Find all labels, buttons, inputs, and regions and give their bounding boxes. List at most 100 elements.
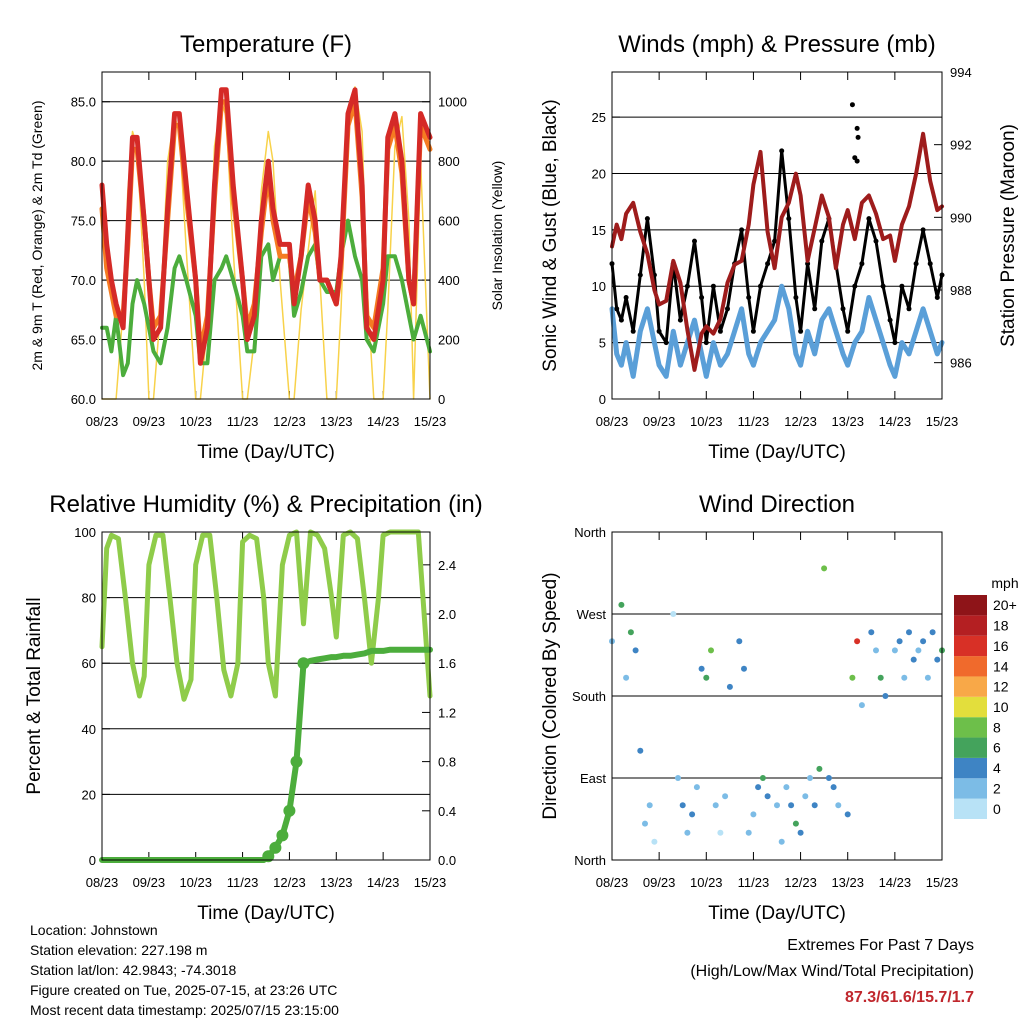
direction-point: [802, 793, 809, 800]
x-axis-label: Time (Day/UTC): [197, 442, 335, 463]
x-tick-label: 09/23: [643, 875, 676, 890]
direction-point: [774, 802, 780, 809]
y-right-tick-label: 400: [438, 273, 460, 288]
x-tick-label: 08/23: [596, 414, 629, 429]
created-text: Figure created on Tue, 2025-07-15, at 23…: [30, 982, 338, 998]
y-right-tick-label: 992: [950, 138, 972, 153]
colorbar-label: 6: [993, 740, 1001, 756]
y-right-tick-label: 0.4: [438, 804, 456, 819]
y-right-tick-label: 600: [438, 214, 460, 229]
colorbar-label: 12: [993, 679, 1009, 695]
x-tick-label: 14/23: [367, 875, 400, 890]
gust-point: [819, 238, 825, 244]
gust-point: [663, 340, 669, 346]
series-pressure: [610, 131, 944, 372]
y-right-tick-label: 990: [950, 210, 972, 225]
direction-point: [703, 674, 710, 681]
rainfall-point: [283, 804, 296, 817]
x-tick-label: 10/23: [179, 414, 212, 429]
direction-point: [689, 811, 696, 818]
y-axis-label: Sonic Wind & Gust (Blue, Black): [540, 99, 561, 371]
x-tick-label: 15/23: [414, 875, 447, 890]
x-tick-label: 12/23: [784, 875, 817, 890]
gust-point: [866, 216, 872, 222]
gust-point: [684, 283, 690, 289]
gust-point: [934, 295, 940, 300]
location-text: Location: Johnstown: [30, 922, 158, 938]
gust-point: [859, 261, 865, 267]
y-tick-label: 25: [592, 110, 606, 125]
gust-point: [699, 295, 705, 300]
y-right-tick-label: 1.6: [438, 656, 456, 671]
gust-point: [880, 283, 886, 289]
x-tick-label: 15/23: [926, 414, 959, 429]
y-right-tick-label: 986: [950, 356, 972, 371]
x-tick-label: 13/23: [320, 414, 353, 429]
x-tick-label: 12/23: [273, 414, 306, 429]
colorbar-swatch: [954, 676, 987, 697]
elevation-text: Station elevation: 227.198 m: [30, 942, 208, 958]
y-tick-label: 10: [592, 279, 606, 294]
direction-point: [708, 647, 714, 654]
x-tick-label: 11/23: [738, 414, 770, 429]
y-tick-label: 0: [89, 853, 96, 868]
x-tick-label: 09/23: [643, 414, 676, 429]
colorbar-swatch: [954, 798, 987, 819]
y-axis-right-label: Station Pressure (Maroon): [998, 124, 1019, 347]
y-right-tick-label: 0.0: [438, 853, 456, 868]
direction-point: [642, 820, 648, 827]
direction-point: [670, 611, 677, 617]
y-tick-label: 65.0: [71, 333, 96, 348]
direction-point: [646, 802, 653, 809]
gust-point: [887, 317, 893, 323]
direction-point: [807, 775, 813, 781]
direction-point: [693, 784, 700, 791]
y-tick-label: 20: [82, 787, 96, 802]
colorbar-swatch: [954, 595, 987, 616]
gust-point: [710, 283, 716, 289]
direction-point: [722, 793, 729, 800]
colorbar-swatch: [954, 696, 987, 718]
direction-point: [675, 775, 681, 781]
gust-spike-point: [849, 102, 855, 108]
y-right-tick-label: 1.2: [438, 705, 456, 720]
x-tick-label: 09/23: [133, 875, 166, 890]
x-tick-label: 11/23: [227, 875, 259, 890]
y-tick-label: 60.0: [71, 392, 96, 407]
rainfall-point: [262, 850, 275, 863]
gust-point: [725, 306, 730, 312]
direction-point: [830, 784, 837, 791]
direction-point: [821, 565, 828, 572]
gust-point: [758, 283, 763, 289]
colorbar-label: 10: [993, 699, 1009, 715]
y-tick-label: North: [574, 525, 606, 540]
y-tick-label: 60: [82, 656, 96, 671]
gust-point: [739, 227, 745, 233]
y-tick-label: 15: [592, 223, 606, 238]
y-tick-label: 85.0: [71, 95, 96, 110]
gust-point: [677, 317, 683, 323]
gust-spike-point: [854, 158, 860, 164]
direction-point: [717, 829, 724, 836]
x-tick-label: 13/23: [831, 875, 864, 890]
chart-title: Winds (mph) & Pressure (mb): [618, 31, 935, 58]
gust-point: [906, 306, 912, 312]
direction-point: [849, 674, 856, 681]
direction-point: [825, 775, 832, 781]
direction-point: [792, 820, 799, 827]
direction-point: [745, 829, 752, 836]
chart-direction: Wind Direction Time (Day/UTC) Direction (C…: [540, 491, 1019, 924]
colorbar-swatch: [954, 717, 987, 738]
colorbar-label: 2: [993, 780, 1001, 796]
direction-point: [934, 656, 941, 663]
series-2m-t: [99, 87, 433, 366]
direction-point: [712, 802, 719, 809]
direction-point: [698, 665, 705, 672]
colorbar-label: 4: [993, 760, 1001, 776]
direction-point: [854, 638, 861, 645]
direction-point: [858, 702, 865, 709]
direction-point: [623, 674, 630, 681]
direction-point: [920, 638, 927, 645]
colorbar-label: 14: [993, 658, 1009, 674]
extremes-title: Extremes For Past 7 Days: [787, 937, 974, 954]
